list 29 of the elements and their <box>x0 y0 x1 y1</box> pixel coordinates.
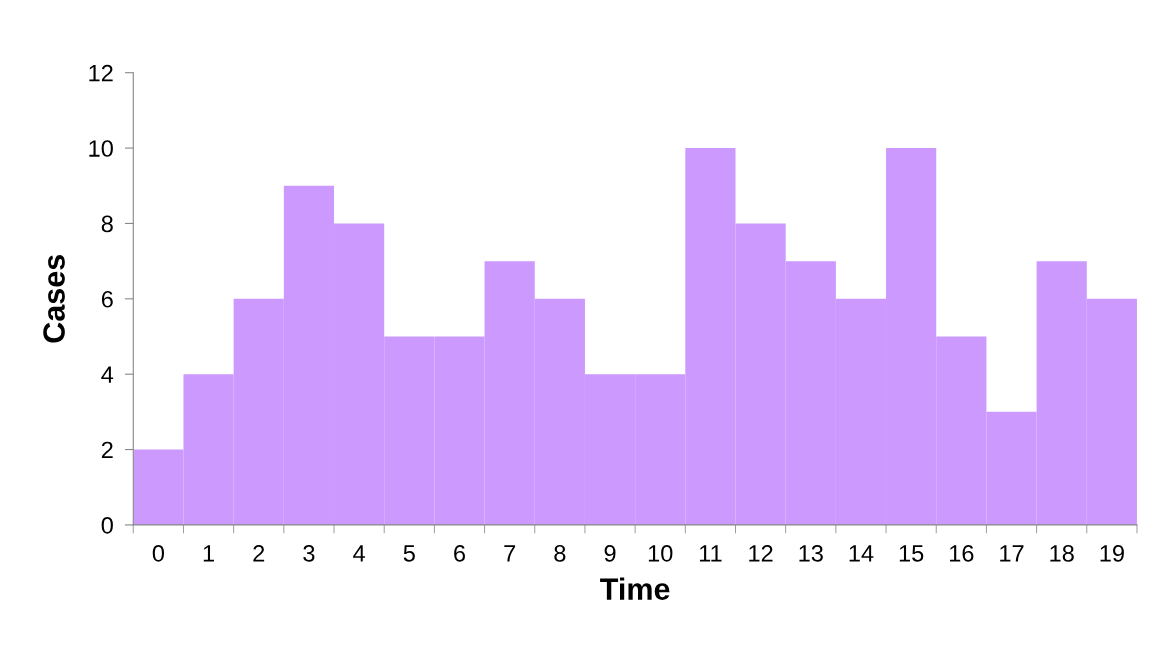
x-tick-label: 16 <box>950 545 974 562</box>
x-tick-label: 11 <box>699 545 722 562</box>
y-tick-label: 2 <box>101 441 113 459</box>
x-tick-label: 19 <box>1100 545 1124 562</box>
x-tick-label: 13 <box>799 545 823 562</box>
x-tick-label: 9 <box>604 545 616 562</box>
x-tick-label: 7 <box>504 545 516 562</box>
x-axis-title: Time <box>600 577 670 600</box>
y-tick-label: 0 <box>101 517 113 534</box>
x-tick-label: 12 <box>749 545 773 562</box>
y-tick-label: 12 <box>89 64 113 82</box>
y-tick-label: 4 <box>101 366 114 383</box>
y-tick-label: 10 <box>89 140 113 157</box>
x-tick-label: 4 <box>353 545 365 562</box>
x-tick-label: 6 <box>454 545 466 562</box>
y-tick-label: 8 <box>101 215 113 233</box>
x-tick-label: 5 <box>403 545 415 562</box>
y-axis-title: Cases <box>43 255 65 343</box>
x-tick-label: 14 <box>849 545 874 562</box>
x-tick-label: 0 <box>152 545 165 562</box>
x-tick-label: 10 <box>648 545 673 562</box>
x-tick-label: 3 <box>303 545 315 562</box>
x-tick-label: 1 <box>203 545 214 562</box>
x-tick-label: 2 <box>253 545 265 562</box>
y-tick-label: 6 <box>101 290 113 308</box>
x-tick-label: 17 <box>1000 545 1024 562</box>
x-tick-label: 8 <box>554 545 566 562</box>
x-tick-label: 15 <box>899 545 924 562</box>
x-tick-label: 18 <box>1050 545 1074 562</box>
